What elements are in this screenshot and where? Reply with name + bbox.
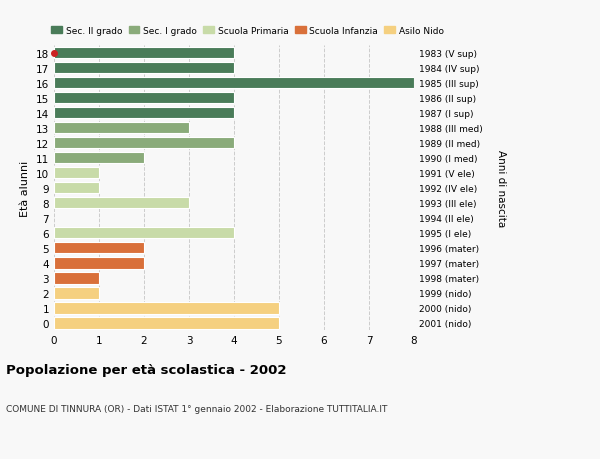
Text: COMUNE DI TINNURA (OR) - Dati ISTAT 1° gennaio 2002 - Elaborazione TUTTITALIA.IT: COMUNE DI TINNURA (OR) - Dati ISTAT 1° g…: [6, 404, 388, 413]
Bar: [54, 48, 234, 59]
Bar: [54, 302, 279, 314]
Bar: [54, 78, 414, 89]
Bar: [54, 317, 279, 329]
Text: Popolazione per età scolastica - 2002: Popolazione per età scolastica - 2002: [6, 364, 287, 376]
Bar: [54, 287, 99, 299]
Bar: [54, 257, 144, 269]
Bar: [54, 137, 234, 149]
Bar: [54, 123, 189, 134]
Bar: [54, 242, 144, 254]
Bar: [54, 197, 189, 209]
Bar: [54, 272, 99, 284]
Bar: [54, 92, 234, 104]
Y-axis label: Anni di nascita: Anni di nascita: [497, 150, 506, 227]
Legend: Sec. II grado, Sec. I grado, Scuola Primaria, Scuola Infanzia, Asilo Nido: Sec. II grado, Sec. I grado, Scuola Prim…: [52, 27, 443, 36]
Bar: [54, 62, 234, 74]
Y-axis label: Età alunni: Età alunni: [20, 160, 31, 216]
Bar: [54, 107, 234, 119]
Bar: [54, 227, 234, 239]
Bar: [54, 182, 99, 194]
Bar: [54, 152, 144, 164]
Bar: [54, 168, 99, 179]
